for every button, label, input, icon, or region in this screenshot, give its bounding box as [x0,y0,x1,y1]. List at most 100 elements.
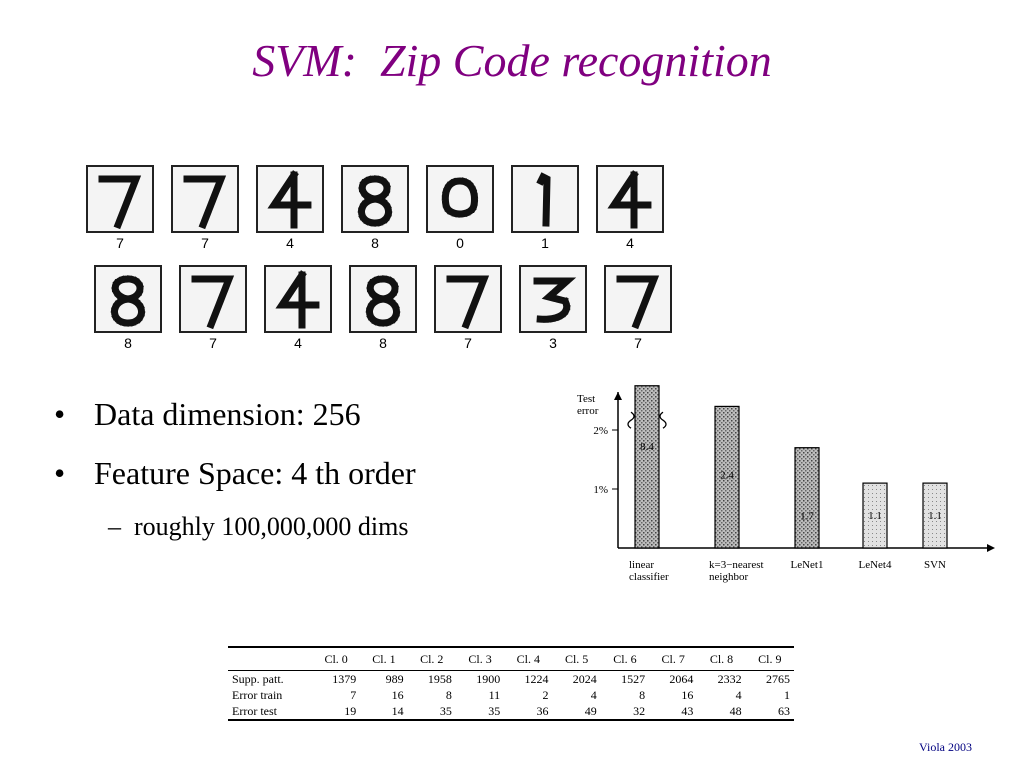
table-cell: 11 [488,687,501,702]
digit-label: 1 [541,235,549,251]
digit-sample: 0 [426,165,496,251]
table-cell: 32 [633,703,646,718]
digit-sample: 7 [86,165,156,251]
sub-bullet-marker: – [108,512,121,541]
digit-sample: 7 [179,265,249,351]
digit-label: 7 [209,335,217,351]
digit-image [256,165,324,233]
digit-label: 4 [294,335,302,351]
y-tick-label: 1% [593,484,608,496]
y-axis-label: error [577,405,599,417]
digit-image [511,165,579,233]
table-cell: 2765 [766,671,790,686]
y-axis-arrow [614,392,622,400]
digit-image [86,165,154,233]
table-cell: 4 [735,687,742,702]
category-label: SVN [924,559,946,571]
table-cell: 43 [681,703,694,718]
axis-break-right [659,411,667,429]
table-cell: 14 [391,703,404,718]
bar [714,405,740,549]
table-cell: 2064 [669,671,694,686]
table-cell: 49 [584,703,597,718]
table-cell: 989 [385,671,404,686]
table-cell: 35 [439,703,452,718]
digit-samples-figure: 7 7 4 8 0 1 4 8 7 4 8 7 3 7 [86,165,676,365]
bullet-marker: • [54,455,66,491]
bar [634,385,660,549]
bar-value-label: 1.1 [868,510,882,522]
digit-sample: 7 [171,165,241,251]
digit-label: 7 [116,235,124,251]
table-cell: 2024 [572,671,597,686]
table-cell: 1527 [621,671,646,686]
footer-credit: Viola 2003 [919,740,972,754]
category-label: neighbor [709,571,748,583]
category-label: linear [629,559,654,571]
table-header-row: Cl. 0 Cl. 1 Cl. 2 Cl. 3 Cl. 4 Cl. 5 Cl. 6 Cl. 7… [228,647,794,671]
digit-label: 8 [371,235,379,251]
table-column-header: Cl. 2 [407,647,456,671]
table-cell: 4 [590,687,597,702]
table-cell: 1379 [332,671,357,686]
digit-sample: 4 [596,165,666,251]
sub-bullet-text: roughly 100,000,000 dims [134,512,409,541]
table-cell: 19 [344,703,357,718]
digit-label: 4 [626,235,634,251]
digit-label: 7 [464,335,472,351]
table-row-label: Error train [232,687,283,702]
digit-sample: 8 [94,265,164,351]
digit-image [434,265,502,333]
table-column-header: Cl. 1 [360,647,408,671]
sub-bullet-dims: – roughly 100,000,000 dims [108,512,408,542]
bullet-text: Data dimension: 256 [94,396,361,432]
digit-image [426,165,494,233]
category-label: classifier [629,571,669,583]
digit-label: 8 [379,335,387,351]
table-row-label: Error test [232,703,277,718]
category-label: LeNet4 [859,559,892,571]
digit-sample: 8 [341,165,411,251]
digit-sample: 4 [264,265,334,351]
table-row: Error train 7 16 8 11 2 4 8 16 4 1 [228,687,794,703]
table-row-label: Supp. patt. [232,671,284,686]
axis-break-left [627,411,635,429]
digit-sample: 1 [511,165,581,251]
x-axis-arrow [987,544,995,552]
digit-label: 7 [634,335,642,351]
digit-image [264,265,332,333]
table-cell: 2 [542,687,549,702]
table-cell: 7 [350,687,357,702]
digit-image [596,165,664,233]
table-column-header: Cl. 7 [649,647,698,671]
digit-image [179,265,247,333]
digit-label: 7 [201,235,209,251]
bar-value-label: 8.4 [640,441,654,453]
table-column-header: Cl. 4 [504,647,553,671]
table-cell: 2332 [717,671,742,686]
bullet-text: Feature Space: 4 th order [94,455,416,491]
digit-label: 0 [456,235,464,251]
bar [794,447,820,549]
table-cell: 16 [391,687,404,702]
digit-image [349,265,417,333]
table-cell: 8 [639,687,646,702]
table-cell: 1900 [476,671,501,686]
table-cell: 8 [445,687,452,702]
table-cell: 16 [681,687,694,702]
support-patterns-table: Cl. 0 Cl. 1 Cl. 2 Cl. 3 Cl. 4 Cl. 5 Cl. 6 Cl. 7… [228,646,794,721]
category-label: LeNet1 [791,559,824,571]
digit-sample: 8 [349,265,419,351]
digit-label: 8 [124,335,132,351]
table-cell: 36 [536,703,549,718]
table-column-header: Cl. 0 [312,647,361,671]
digit-label: 4 [286,235,294,251]
digit-image [341,165,409,233]
category-label: k=3−nearest [709,559,764,571]
digit-sample: 4 [256,165,326,251]
bar [862,482,888,549]
table-row: Supp. patt. 1379 989 1958 1900 1224 2024 1527 20… [228,671,794,688]
table-cell: 48 [729,703,742,718]
bullet-feature-space: • Feature Space: 4 th order [54,455,416,492]
